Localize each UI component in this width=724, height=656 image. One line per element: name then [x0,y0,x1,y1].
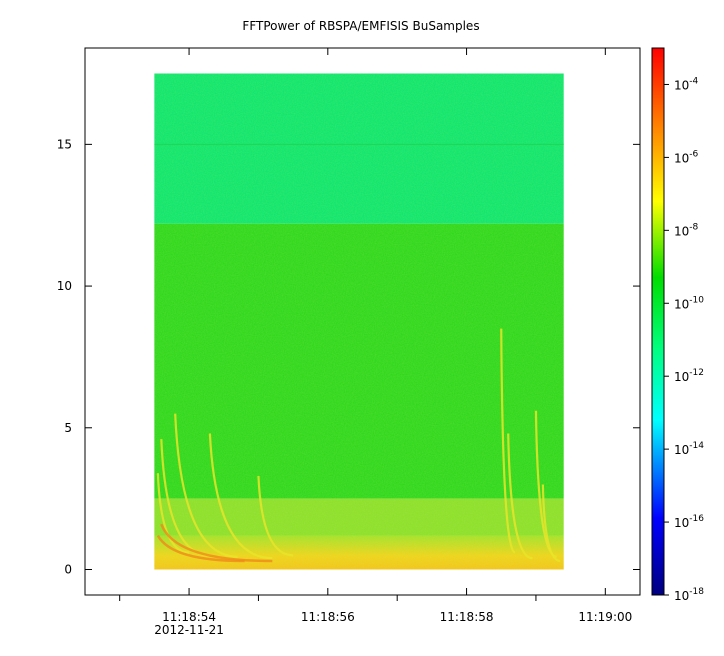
colorbar-tick-label: 10-12 [674,368,704,384]
x-tick-label: 11:18:56 [301,610,355,624]
colorbar-axis: 10-4 10-6 10-8 10-10 10-12 10-14 10-16 10-18 [664,76,704,603]
colorbar [651,47,665,596]
y-axis: 0 5 10 15 [57,137,640,576]
chorus-arc [174,413,238,558]
chart-title: FFTPower of RBSPA/EMFISIS BuSamples [242,19,479,33]
colorbar-tick-label: 10-10 [674,295,704,311]
chorus-arc [257,475,294,557]
chorus-arc [507,433,533,560]
y-tick-label: 10 [57,279,72,293]
spectrogram-image [154,73,564,570]
colorbar-tick-label: 10-16 [674,514,704,530]
colorbar-tick-label: 10-8 [674,222,699,238]
low-freq-arc [160,523,273,563]
x-date-label: 2012-11-21 [154,623,224,637]
colorbar-tick-label: 10-4 [674,76,699,92]
y-tick-label: 15 [57,137,72,151]
chorus-arc [208,433,273,560]
colorbar-tick-label: 10-14 [674,441,704,457]
low-freq-arc [156,534,245,563]
y-tick-label: 0 [64,562,72,576]
x-tick-label: 11:18:54 [162,610,216,624]
x-tick-label: 11:19:00 [578,610,632,624]
x-tick-label: 11:18:58 [440,610,494,624]
chorus-arc [500,328,516,554]
chorus-arc [541,484,561,563]
x-axis: 11:18:54 11:18:56 11:18:58 11:19:00 2012-11-… [119,48,632,637]
colorbar-tick-label: 10-6 [674,149,699,165]
colorbar-tick-label: 10-18 [674,587,704,603]
y-tick-label: 5 [64,421,72,435]
spectrogram-texture [154,73,564,570]
